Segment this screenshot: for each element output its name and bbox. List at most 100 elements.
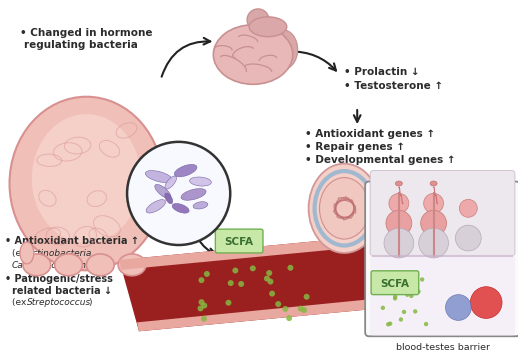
Ellipse shape [20, 242, 34, 264]
Circle shape [393, 296, 397, 301]
Circle shape [282, 306, 288, 312]
Circle shape [470, 287, 502, 319]
Circle shape [399, 317, 403, 322]
Circle shape [389, 193, 409, 213]
Ellipse shape [165, 176, 176, 189]
Ellipse shape [395, 181, 402, 186]
FancyBboxPatch shape [365, 182, 520, 336]
Text: blood-testes barrier: blood-testes barrier [396, 343, 489, 352]
Ellipse shape [165, 193, 173, 204]
Circle shape [228, 280, 233, 286]
FancyBboxPatch shape [370, 171, 515, 256]
Ellipse shape [146, 171, 172, 183]
Circle shape [402, 310, 406, 314]
Text: • Developmental genes ↑: • Developmental genes ↑ [305, 155, 456, 165]
Text: related bacteria ↓: related bacteria ↓ [12, 286, 112, 296]
Ellipse shape [190, 177, 211, 186]
Circle shape [413, 309, 418, 314]
Text: SCFA: SCFA [381, 279, 409, 289]
Ellipse shape [174, 164, 197, 177]
Ellipse shape [181, 189, 206, 200]
Circle shape [201, 316, 207, 322]
Circle shape [304, 294, 309, 300]
Circle shape [226, 300, 231, 306]
Circle shape [127, 142, 230, 245]
Circle shape [421, 210, 447, 236]
Text: • Pathogenic/stress: • Pathogenic/stress [5, 274, 113, 284]
Text: (ex.: (ex. [12, 298, 32, 307]
Text: Streptococcus: Streptococcus [27, 298, 91, 307]
Ellipse shape [146, 200, 165, 213]
Polygon shape [119, 236, 389, 331]
Text: SCFA: SCFA [225, 237, 254, 247]
Circle shape [405, 292, 409, 297]
Circle shape [275, 301, 281, 307]
Ellipse shape [118, 254, 146, 276]
Ellipse shape [55, 254, 83, 276]
Text: Actinobacteria,: Actinobacteria, [27, 249, 95, 258]
Polygon shape [137, 298, 389, 331]
Circle shape [288, 265, 293, 271]
Circle shape [398, 282, 402, 286]
Ellipse shape [172, 204, 189, 213]
Circle shape [417, 289, 421, 294]
Circle shape [199, 277, 204, 283]
Ellipse shape [268, 30, 297, 69]
Circle shape [269, 291, 275, 297]
Ellipse shape [430, 181, 437, 186]
Circle shape [267, 279, 274, 285]
Circle shape [388, 280, 393, 284]
Circle shape [232, 268, 238, 274]
Ellipse shape [86, 254, 114, 276]
Text: (ex.: (ex. [12, 249, 32, 258]
Ellipse shape [155, 184, 171, 199]
Circle shape [386, 210, 412, 236]
Circle shape [204, 271, 210, 277]
Circle shape [420, 277, 424, 282]
Circle shape [198, 306, 203, 312]
Circle shape [381, 290, 386, 294]
Ellipse shape [319, 178, 369, 239]
Circle shape [424, 322, 428, 326]
Ellipse shape [193, 202, 208, 209]
Circle shape [386, 322, 391, 326]
Circle shape [456, 225, 481, 251]
Text: Catenibacterium: Catenibacterium [12, 261, 87, 270]
Circle shape [409, 294, 413, 298]
FancyBboxPatch shape [370, 255, 515, 335]
Text: • Antioxidant genes ↑: • Antioxidant genes ↑ [305, 129, 435, 139]
Circle shape [301, 307, 307, 313]
Ellipse shape [32, 114, 141, 243]
Circle shape [199, 299, 204, 305]
Circle shape [388, 321, 392, 326]
Circle shape [459, 199, 477, 217]
FancyBboxPatch shape [215, 229, 263, 253]
Text: • Changed in hormone: • Changed in hormone [20, 28, 152, 38]
Circle shape [384, 228, 414, 258]
Circle shape [201, 303, 207, 308]
Circle shape [266, 270, 272, 276]
Ellipse shape [308, 164, 380, 253]
Circle shape [250, 266, 256, 271]
Circle shape [286, 315, 292, 321]
Ellipse shape [9, 97, 163, 270]
Circle shape [419, 228, 448, 258]
Circle shape [298, 306, 304, 312]
Text: • Antioxidant bacteria ↑: • Antioxidant bacteria ↑ [5, 236, 139, 246]
Text: ): ) [87, 261, 91, 270]
Circle shape [264, 275, 270, 281]
Polygon shape [119, 236, 371, 270]
FancyBboxPatch shape [371, 271, 419, 295]
Ellipse shape [213, 25, 293, 84]
Text: • Repair genes ↑: • Repair genes ↑ [305, 142, 405, 152]
Circle shape [393, 295, 397, 299]
Ellipse shape [23, 254, 50, 276]
Circle shape [238, 281, 244, 287]
Text: • Testosterone ↑: • Testosterone ↑ [344, 81, 444, 91]
Ellipse shape [249, 17, 287, 37]
Ellipse shape [247, 9, 269, 31]
Text: • Prolactin ↓: • Prolactin ↓ [344, 68, 420, 78]
Circle shape [424, 193, 444, 213]
Circle shape [381, 306, 385, 310]
Text: regulating bacteria: regulating bacteria [24, 40, 138, 50]
